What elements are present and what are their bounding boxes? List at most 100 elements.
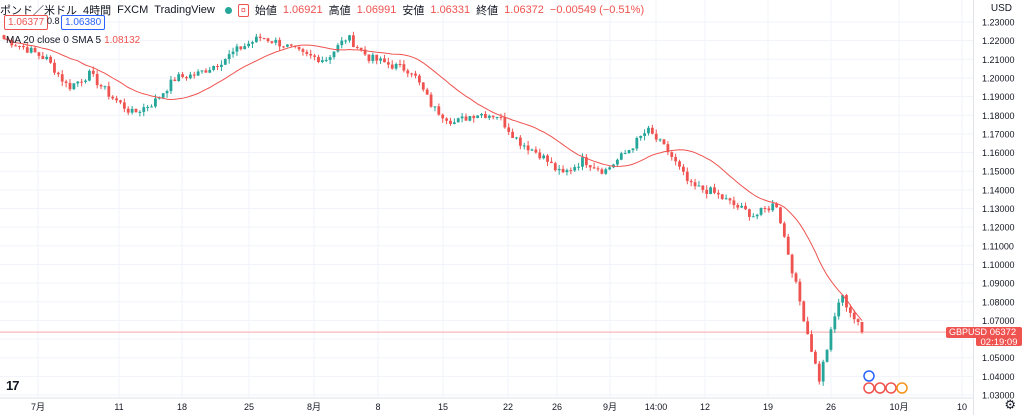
candle-body — [297, 46, 301, 50]
candle-body — [220, 64, 223, 67]
candle-body — [647, 127, 650, 134]
low-value: 1.06331 — [430, 4, 471, 16]
candle-body — [856, 319, 860, 322]
spread-value: 0.8 — [47, 16, 60, 26]
currency-label[interactable]: USD — [990, 3, 1012, 14]
candle-body — [414, 73, 417, 76]
y-tick-label: 1.12000 — [982, 223, 1015, 233]
candle-body — [561, 168, 565, 173]
candle-body — [515, 137, 518, 139]
candle-body — [662, 139, 666, 145]
candle-body — [546, 155, 549, 162]
candle-body — [810, 334, 813, 352]
last-price: 1.06372 — [981, 327, 1017, 339]
event-badge[interactable]: ¤ — [237, 3, 249, 17]
candle-body — [107, 86, 111, 97]
y-tick-label: 1.04000 — [982, 372, 1015, 382]
candle-body — [530, 149, 534, 151]
candle-body — [208, 69, 212, 73]
candle-body — [386, 62, 390, 65]
candle-body — [258, 36, 262, 38]
interval[interactable]: 4時間 — [83, 5, 112, 17]
price-chart[interactable]: 7月 11 18 25 8月 8 15 22 26 9月 14:00 12 19 26 10月 10 — [0, 0, 974, 415]
candle-body — [122, 102, 126, 109]
economic-event-icon[interactable] — [874, 382, 886, 394]
candle-body — [814, 351, 817, 364]
y-tick-label: 1.21000 — [982, 55, 1015, 65]
candle-body — [223, 59, 227, 65]
candle-body — [320, 60, 324, 63]
moving-average-line — [3, 38, 863, 321]
candle-body — [134, 108, 138, 113]
candle-body — [336, 45, 340, 52]
candle-body — [119, 100, 122, 103]
candle-body — [379, 58, 382, 61]
candle-body — [771, 203, 775, 211]
candle-body — [441, 114, 445, 119]
candle-body — [406, 70, 410, 74]
candle-body — [239, 46, 243, 50]
candle-body — [169, 79, 173, 92]
candle-body — [472, 116, 476, 119]
candle-body — [375, 54, 379, 61]
candle-body — [390, 64, 394, 69]
x-tick-label: 7月 — [31, 402, 45, 412]
economic-event-icon[interactable] — [885, 382, 897, 394]
x-tick-label: 19 — [763, 402, 773, 412]
candle-body — [491, 115, 495, 118]
candle-body — [821, 361, 825, 382]
candle-body — [639, 135, 643, 138]
candle-body — [682, 166, 685, 172]
candle-body — [452, 122, 456, 124]
candle-body — [740, 205, 744, 208]
y-tick-label: 1.22000 — [982, 36, 1015, 46]
candle-body — [689, 180, 693, 183]
indicator-legend[interactable]: MA 20 close 0 SMA 5 1.08132 — [6, 35, 140, 46]
y-tick-label: 1.17000 — [982, 129, 1015, 139]
candle-body — [631, 148, 635, 151]
economic-event-icon[interactable] — [863, 370, 875, 382]
candle-body — [852, 312, 856, 320]
candle-body — [841, 295, 844, 303]
candle-body — [278, 39, 282, 47]
y-tick-label: 1.07000 — [982, 316, 1015, 326]
x-tick-label: 12 — [700, 402, 710, 412]
candle-body — [173, 79, 177, 82]
tradingview-logo[interactable]: 17 — [6, 378, 20, 393]
candle-body — [596, 168, 600, 170]
candle-body — [22, 46, 25, 48]
candle-body — [418, 75, 421, 83]
candle-body — [709, 187, 712, 194]
settings-gear-icon[interactable]: ⚙ — [1004, 397, 1016, 412]
candle-body — [782, 223, 786, 237]
y-tick-label: 1.05000 — [982, 353, 1015, 363]
event-markers[interactable] — [863, 370, 908, 394]
candle-body — [154, 98, 157, 107]
candle-body — [41, 55, 45, 59]
candle-body — [581, 157, 584, 167]
candle-body — [243, 46, 247, 50]
candle-body — [398, 64, 402, 66]
symbol-tag: GBPUSD — [946, 327, 991, 339]
market-status-icon — [224, 6, 232, 14]
candle-body — [383, 58, 386, 63]
candles — [2, 31, 864, 386]
buy-price-box[interactable]: 1.06380 — [61, 15, 106, 30]
candle-body — [623, 153, 627, 155]
economic-event-icon[interactable] — [896, 382, 908, 394]
symbol-name[interactable]: ポンド／米ドル — [0, 5, 77, 17]
price-axis[interactable]: USD 1.23000 1.22000 1.21000 1.20000 1.19000 1… — [973, 0, 1024, 415]
candle-body — [464, 116, 468, 121]
candle-body — [150, 106, 153, 108]
candle-body — [635, 137, 639, 149]
candle-body — [713, 187, 716, 193]
sell-price-box[interactable]: 1.06377 — [4, 15, 49, 30]
price-axis-ticks: 1.23000 1.22000 1.21000 1.20000 1.19000 1.180… — [982, 18, 1015, 401]
candle-body — [487, 115, 491, 118]
y-tick-label: 1.19000 — [982, 92, 1015, 102]
candle-body — [650, 127, 654, 134]
candle-body — [138, 111, 142, 113]
candle-body — [643, 133, 646, 136]
economic-event-icon[interactable] — [863, 382, 875, 394]
